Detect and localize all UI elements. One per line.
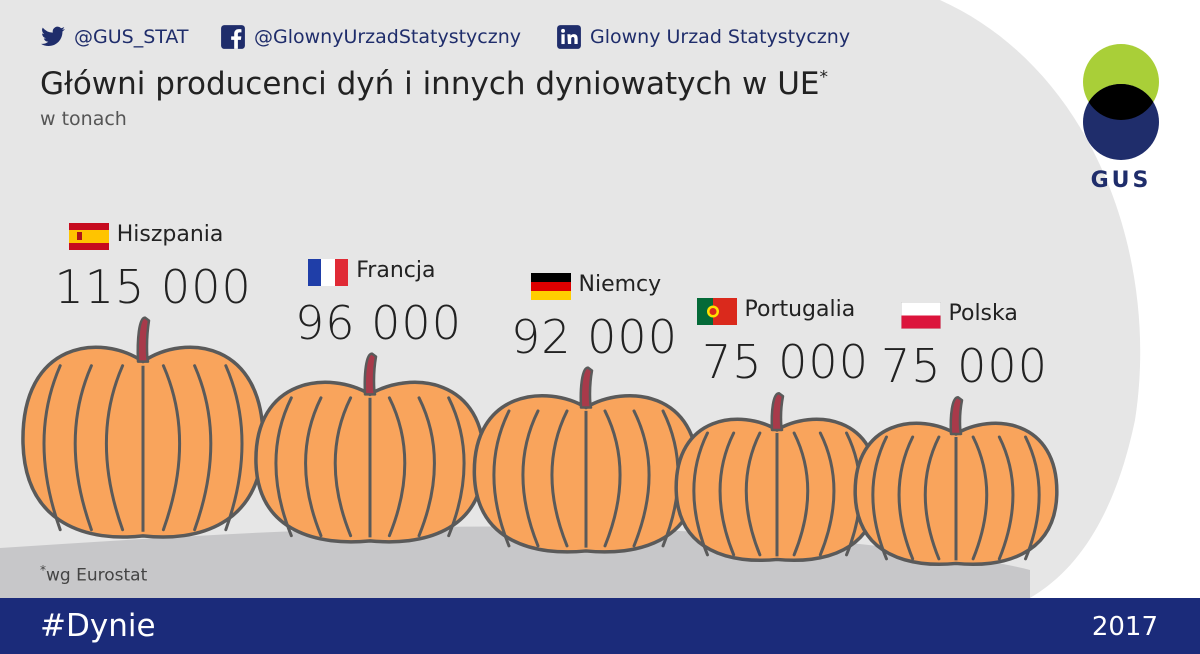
pumpkin-bar-polska [853,396,1059,566]
spain-flag [68,222,109,250]
gus-logo [1083,44,1159,160]
linkedin-handle[interactable]: Glowny Urzad Statystyczny [556,22,850,52]
value-label: 75 000 [702,335,869,390]
pumpkin-bar-hiszpania [21,316,265,539]
category-label: Niemcy [578,271,662,297]
value-label: 92 000 [511,309,678,364]
twitter-icon [41,26,65,46]
portugal-flag [696,298,737,326]
germany-flag [530,272,571,300]
chart-title: Główni producenci dyń i innych dyniowaty… [40,66,828,102]
value-label: 75 000 [881,339,1048,394]
value-label: 115 000 [54,259,252,314]
footer-bar: #Dynie 2017 [0,598,1200,654]
category-label: Francja [356,257,436,283]
pumpkin-bar-portugalia [674,392,880,562]
france-flag [308,258,349,286]
linkedin-label: Glowny Urzad Statystyczny [590,26,851,48]
source-note: *wg Eurostat [40,563,148,586]
pumpkin-bar-niemcy [472,366,700,554]
note-footnote-marker: * [40,563,46,577]
pumpkin-chart [21,316,1059,566]
facebook-handle[interactable]: @GlownyUrzadStatystyczny [220,22,521,52]
twitter-label: @GUS_STAT [74,26,189,48]
footer-hashtag[interactable]: #Dynie [40,608,156,644]
facebook-label: @GlownyUrzadStatystyczny [254,26,521,48]
category-label: Polska [948,301,1018,327]
poland-flag [900,302,941,330]
gus-logo-text: GUS [1090,168,1152,193]
twitter-handle[interactable]: @GUS_STAT [40,22,189,52]
chart-subtitle: w tonach [40,108,127,130]
pumpkin-bar-francja [254,352,486,544]
footer-year: 2017 [1091,612,1158,642]
category-label: Portugalia [744,297,856,323]
linkedin-icon [557,25,581,49]
value-label: 96 000 [295,295,462,350]
facebook-icon [221,25,245,49]
title-footnote-marker: * [819,67,829,88]
category-label: Hiszpania [116,221,224,247]
